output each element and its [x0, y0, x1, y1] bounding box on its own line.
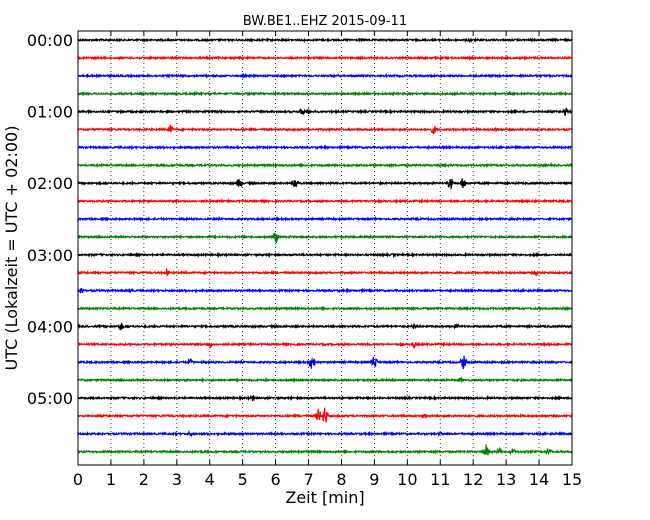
- trace-line: [77, 36, 573, 44]
- trace-line: [77, 215, 573, 223]
- x-tick-label: 7: [303, 470, 313, 489]
- trace-line: [77, 355, 573, 370]
- x-tick-label: 10: [397, 470, 417, 489]
- trace-line: [77, 144, 573, 151]
- trace-line: [77, 376, 573, 384]
- x-tick-label: 2: [139, 470, 149, 489]
- trace-line: [77, 124, 573, 135]
- x-tick-label: 15: [562, 470, 582, 489]
- grid-lines: [110, 31, 540, 465]
- y-tick-label: 04:00: [27, 317, 73, 336]
- trace-line: [77, 54, 573, 62]
- trace-line: [77, 232, 573, 244]
- y-tick-label: 03:00: [27, 246, 73, 265]
- x-tick-label: 5: [238, 470, 248, 489]
- chart-title: BW.BE1..EHZ 2015-09-11: [243, 14, 407, 29]
- trace-line: [77, 394, 573, 402]
- trace-line: [77, 341, 573, 349]
- trace-line: [77, 305, 573, 312]
- trace-line: [77, 90, 573, 97]
- y-axis-label: UTC (Lokalzeit = UTC + 02:00): [2, 126, 21, 371]
- trace-line: [77, 106, 573, 117]
- y-tick-label: 05:00: [27, 389, 73, 408]
- trace-line: [77, 178, 573, 191]
- x-tick-label: 3: [172, 470, 182, 489]
- trace-line: [77, 72, 573, 79]
- x-tick-label: 6: [271, 470, 281, 489]
- trace-line: [77, 429, 573, 438]
- trace-line: [77, 267, 573, 277]
- x-tick-label: 8: [336, 470, 346, 489]
- y-tick-label: 02:00: [27, 174, 73, 193]
- plot-frame: [77, 30, 573, 466]
- x-tick-label: 11: [430, 470, 450, 489]
- x-tick-label: 12: [463, 470, 483, 489]
- x-tick-label: 1: [106, 470, 116, 489]
- traces-layer: [77, 36, 573, 456]
- trace-line: [77, 407, 573, 423]
- trace-line: [77, 162, 573, 169]
- trace-line: [77, 322, 573, 331]
- y-tick-label: 01:00: [27, 103, 73, 122]
- trace-line: [77, 251, 573, 259]
- x-tick-label: 9: [369, 470, 379, 489]
- x-tick-label: 4: [205, 470, 215, 489]
- x-tick-label: 13: [496, 470, 516, 489]
- trace-line: [77, 198, 573, 205]
- axes-layer: 0 1 2 3 4 5 6 7 8 9 10 11 12 13 14 1500:0001:0002:0003:…: [27, 31, 582, 489]
- x-tick-label: 14: [529, 470, 549, 489]
- y-tick-label: 00:00: [27, 31, 73, 50]
- trace-line: [77, 444, 573, 456]
- x-axis-label: Zeit [min]: [285, 488, 364, 507]
- trace-line: [77, 287, 573, 294]
- x-tick-label: 0: [73, 470, 83, 489]
